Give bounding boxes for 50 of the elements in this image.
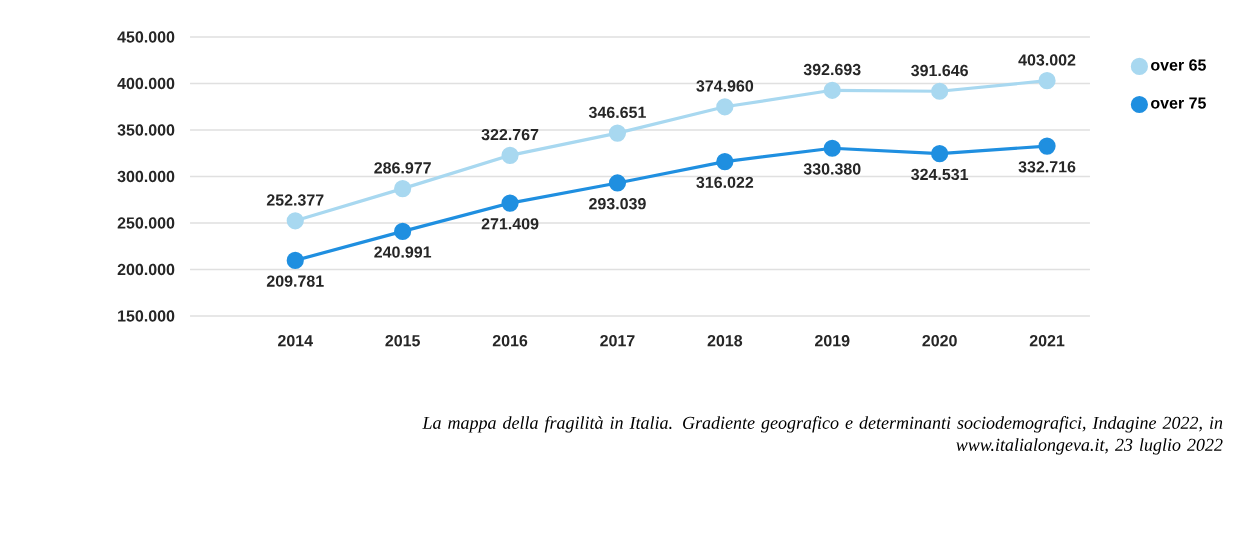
data-label: 322.767 [481,128,539,141]
point [501,146,519,164]
point [394,180,412,198]
y-tick-label: 350.000 [117,124,175,136]
data-label: 252.377 [266,194,324,206]
point [716,152,734,171]
text: La mappa della fragilità in Italia. Gradiente geografico e determinanti sociodemografici, Indagine 2022, in www.italialongeva.it, 23 luglio 2022 [422,416,1223,455]
x-tick-label: 2020 [922,335,957,347]
data-label: 240.991 [374,246,432,258]
point [931,82,949,100]
point [286,251,304,269]
point [501,194,519,212]
data-label: 316.022 [696,176,754,189]
legend-label: over 75 [1151,97,1206,109]
point [823,139,841,157]
legend-label: over 65 [1151,59,1206,71]
point [286,212,304,230]
point [394,222,412,240]
data-label: 286.977 [374,162,431,174]
y-tick-label: 300.000 [117,170,175,183]
data-label: 209.781 [266,275,324,287]
point [931,145,949,163]
y-tick-label: 450.000 [117,31,175,43]
data-label: 293.039 [589,198,646,210]
data-label: 330.380 [803,163,861,175]
data-label: 324.531 [911,168,969,181]
point [608,124,627,142]
x-tick-label: 2016 [492,335,528,347]
y-tick-label: 200.000 [117,263,175,276]
x-tick-label: 2018 [707,335,743,347]
y-tick-label: 250.000 [117,217,175,229]
y-tick-label: 150.000 [118,310,175,322]
data-label: 374.960 [696,80,754,92]
y-tick-label: 400.000 [117,77,175,90]
point [823,81,841,99]
point [1038,137,1056,155]
point [1038,72,1056,90]
data-label: 346.651 [588,106,646,119]
data-label: 271.409 [481,218,539,230]
data-label: 332.716 [1018,161,1076,173]
point [716,98,734,116]
x-tick-label: 2021 [1029,335,1065,347]
data-label: 392.693 [803,63,861,76]
point [608,174,627,192]
data-label: 403.002 [1018,54,1076,66]
x-tick-label: 2014 [278,335,313,347]
x-tick-label: 2015 [385,335,420,347]
data-label: 391.646 [911,64,968,77]
x-tick-label: 2019 [815,335,850,347]
x-tick-label: 2017 [600,335,635,347]
